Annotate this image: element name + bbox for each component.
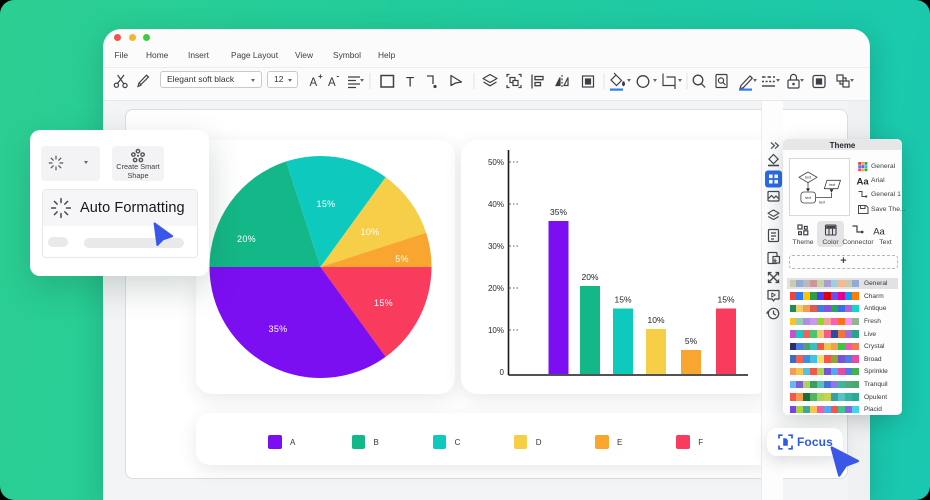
svg-text:-: -: [337, 72, 340, 81]
svg-text:50%: 50%: [488, 158, 504, 167]
svg-text:35%: 35%: [269, 324, 288, 334]
svg-text:35%: 35%: [550, 207, 567, 217]
svg-text:15%: 15%: [717, 295, 734, 305]
svg-text:0: 0: [500, 368, 505, 377]
svg-text:Aa: Aa: [857, 177, 870, 188]
svg-text:15%: 15%: [374, 298, 393, 308]
svg-text:A: A: [328, 77, 336, 89]
svg-text:5%: 5%: [685, 336, 698, 346]
svg-text:15%: 15%: [614, 295, 631, 305]
svg-text:T: T: [406, 75, 414, 90]
svg-text:30%: 30%: [488, 242, 504, 251]
svg-text:20%: 20%: [581, 272, 598, 282]
svg-text:10%: 10%: [361, 227, 380, 237]
svg-text:15%: 15%: [317, 199, 336, 209]
svg-text:A: A: [310, 77, 318, 89]
svg-text:Aa: Aa: [873, 227, 885, 238]
svg-text:text: text: [805, 176, 811, 180]
svg-text:5%: 5%: [395, 254, 409, 264]
svg-text:+: +: [318, 72, 323, 81]
svg-text:text: text: [819, 201, 825, 205]
svg-text:10%: 10%: [488, 326, 504, 335]
svg-text:10%: 10%: [647, 315, 664, 325]
svg-text:text: text: [805, 196, 811, 200]
svg-text:20%: 20%: [237, 234, 256, 244]
svg-text:20%: 20%: [488, 284, 504, 293]
svg-text:40%: 40%: [488, 200, 504, 209]
svg-text:text: text: [829, 183, 835, 187]
